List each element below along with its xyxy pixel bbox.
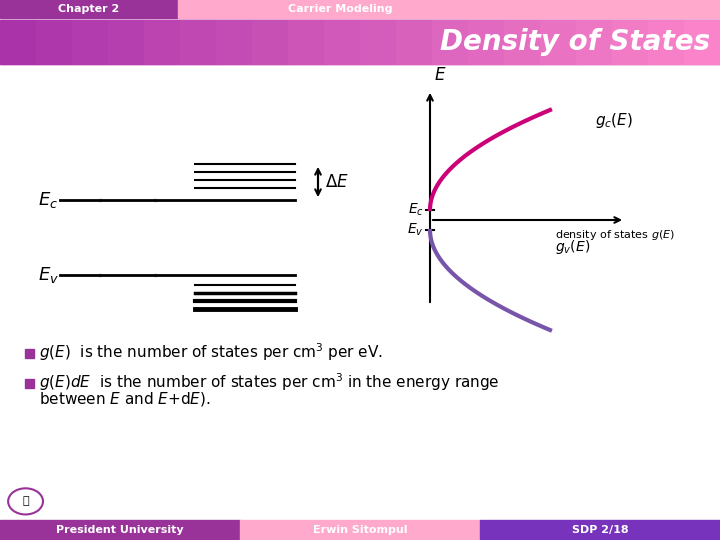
Bar (36, 20, 72, 64)
Bar (72, 20, 108, 64)
Bar (252, 20, 288, 64)
Bar (396, 20, 432, 64)
Bar (178, 0, 720, 18)
Bar (480, 520, 720, 540)
Bar (504, 20, 540, 64)
Bar (216, 20, 252, 64)
Bar (0, 64, 720, 520)
Bar (0, 520, 240, 540)
Text: $E_c$: $E_c$ (408, 202, 424, 218)
Bar (468, 20, 504, 64)
Text: $E_v$: $E_v$ (38, 265, 59, 285)
Bar (25, 379, 34, 388)
Bar (432, 20, 468, 64)
Bar (540, 20, 576, 64)
Bar (0, 0, 720, 18)
Bar (240, 520, 480, 540)
Text: $E_c$: $E_c$ (38, 190, 58, 210)
Text: $\Delta E$: $\Delta E$ (325, 173, 349, 191)
Text: Carrier Modeling: Carrier Modeling (288, 4, 392, 14)
Bar (144, 20, 180, 64)
Bar (360, 20, 396, 64)
Text: between $E$ and $E$+d$E$).: between $E$ and $E$+d$E$). (39, 390, 211, 408)
Bar (648, 20, 684, 64)
Text: $g(E)$  is the number of states per cm$^3$ per eV.: $g(E)$ is the number of states per cm$^3… (39, 341, 383, 363)
Text: $g(E)dE$  is the number of states per cm$^3$ in the energy range: $g(E)dE$ is the number of states per cm$… (39, 371, 500, 393)
Bar (324, 20, 360, 64)
Bar (612, 20, 648, 64)
Text: SDP 2/18: SDP 2/18 (572, 525, 629, 535)
Bar (576, 20, 612, 64)
Bar (0, 20, 36, 64)
Text: Erwin Sitompul: Erwin Sitompul (312, 525, 408, 535)
Bar (0, 20, 720, 64)
Text: Chapter 2: Chapter 2 (58, 4, 120, 14)
Bar (288, 20, 324, 64)
Bar (25, 349, 34, 358)
Text: $E_v$: $E_v$ (408, 222, 424, 238)
Text: $E$: $E$ (434, 66, 446, 84)
Text: $g_v(E)$: $g_v(E)$ (555, 238, 590, 256)
Text: President University: President University (56, 525, 184, 535)
Text: $g_c(E)$: $g_c(E)$ (595, 111, 633, 130)
Bar (108, 20, 144, 64)
Bar (684, 20, 720, 64)
Text: Density of States: Density of States (440, 28, 710, 56)
Bar (180, 20, 216, 64)
Text: 🎓: 🎓 (22, 496, 29, 507)
Text: density of states $g(E)$: density of states $g(E)$ (555, 228, 675, 242)
